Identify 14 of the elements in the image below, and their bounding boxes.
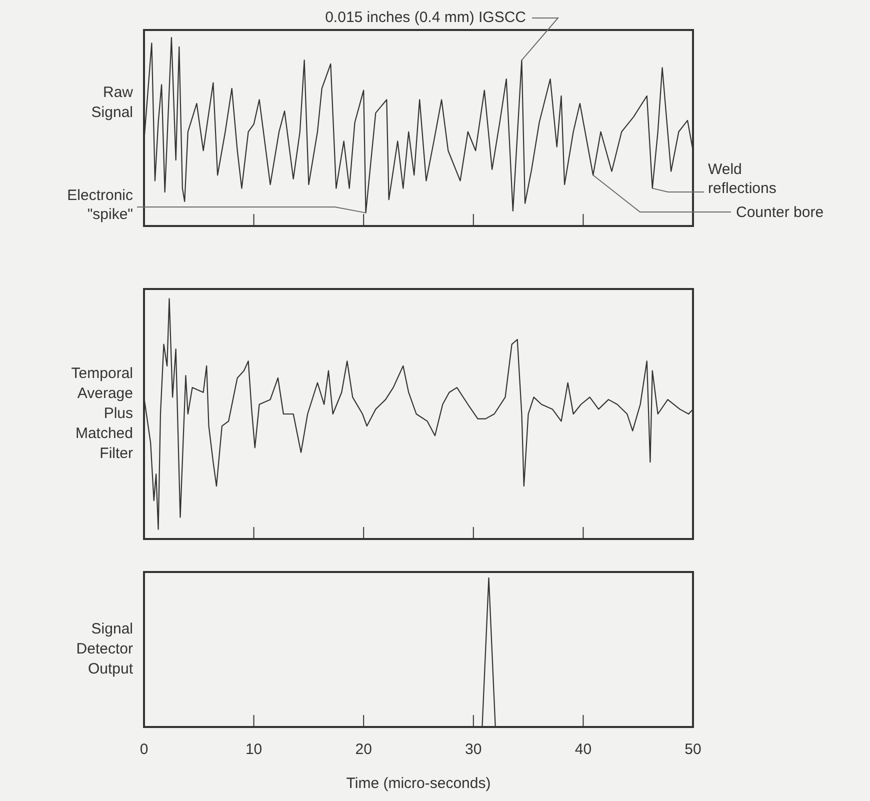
x-tick-label: 40 — [574, 741, 592, 758]
annotation: Counter bore — [736, 204, 824, 222]
y-axis-title: Temporal Average Plus Matched Filter — [71, 365, 133, 462]
y-axis-title: Raw Signal — [91, 84, 134, 122]
annotation: Electronic "spike" — [67, 187, 134, 224]
annotation: Weld reflections — [708, 161, 776, 198]
x-tick-label: 20 — [355, 741, 372, 758]
x-tick-label: 0 — [140, 741, 148, 758]
y-axis-title: Signal Detector Output — [76, 620, 134, 678]
x-axis-title: Time (micro-seconds) — [346, 775, 491, 792]
x-tick-label: 10 — [245, 741, 262, 758]
annotation: 0.015 inches (0.4 mm) IGSCC — [325, 9, 526, 26]
x-tick-label: 30 — [465, 741, 482, 758]
x-tick-label: 50 — [684, 741, 702, 758]
